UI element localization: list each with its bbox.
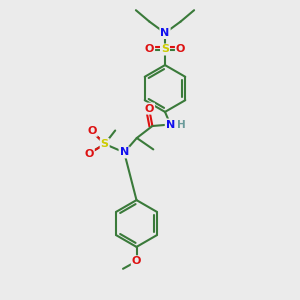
Text: O: O [145, 44, 154, 55]
Text: O: O [84, 149, 94, 159]
Text: O: O [145, 103, 154, 114]
Text: S: S [101, 139, 109, 149]
Text: N: N [166, 119, 175, 130]
Text: S: S [161, 44, 169, 55]
Text: H: H [177, 119, 186, 130]
Text: O: O [87, 126, 97, 136]
Text: N: N [160, 28, 169, 38]
Text: O: O [132, 256, 141, 266]
Text: N: N [120, 147, 129, 158]
Text: O: O [176, 44, 185, 55]
